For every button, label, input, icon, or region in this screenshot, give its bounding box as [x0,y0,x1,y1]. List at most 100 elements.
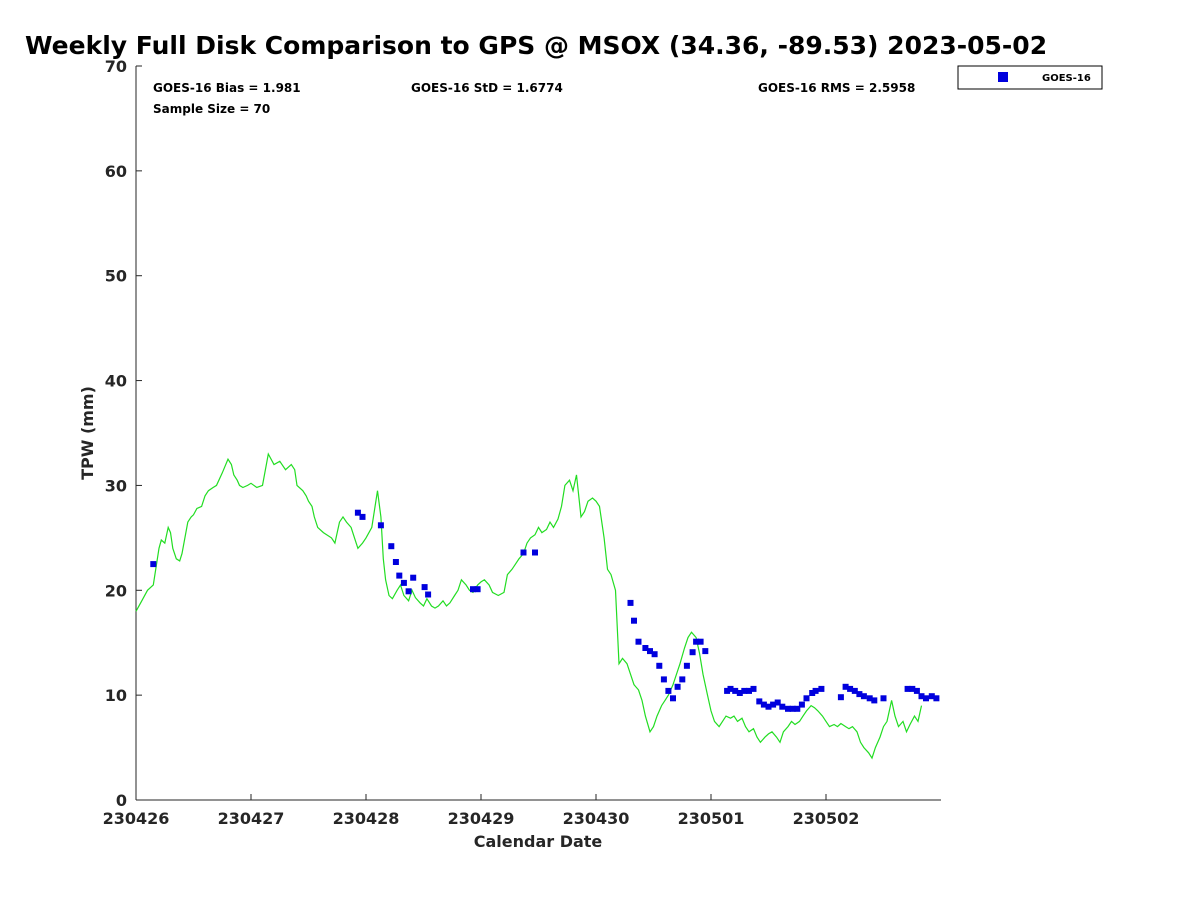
y-axis-ticks: 0 10 20 30 40 50 60 70 [105,57,142,810]
goes-data-point [396,572,403,579]
goes-data-point [798,701,805,708]
goes-data-point [928,693,935,700]
y-tick-label: 50 [105,267,127,286]
goes-data-point [785,705,791,712]
y-tick-label: 30 [105,476,127,495]
y-tick-label: 20 [105,581,127,600]
x-axis-ticks: 230426 230427 230428 230429 230430 230501 2305… [103,794,860,828]
goes-data-point [674,683,681,690]
plot-axes [135,66,941,801]
goes-data-point [724,687,731,694]
goes-data-point [679,676,686,683]
goes-data-point [651,651,658,658]
x-tick-label: 230430 [563,809,630,828]
goes-data-point [933,695,940,702]
goes-data-point [856,691,863,698]
goes-data-point [860,693,867,700]
goes-data-point [732,687,739,694]
y-tick-label: 0 [116,791,127,810]
x-tick-label: 230426 [103,809,170,828]
goes-data-point [660,676,667,683]
goes-data-point [736,690,743,696]
x-tick-label: 230428 [333,809,400,828]
goes-data-point [818,685,825,692]
x-tick-label: 230429 [448,809,515,828]
goes-data-point [760,701,767,708]
goes-data-point [359,513,366,520]
goes-data-point [746,687,752,694]
goes-data-point [750,685,757,692]
goes-data-point [520,549,527,556]
goes-data-point [421,584,428,591]
legend-goes-label: GOES-16 [1042,73,1091,84]
goes-data-point [866,695,873,702]
goes-data-point [474,586,481,593]
goes-data-point [693,638,700,645]
goes-data-point [923,695,929,702]
std-stat: GOES-16 StD = 1.6774 [411,81,563,95]
goes-data-point [532,549,538,556]
goes-data-point [794,705,801,712]
goes-data-point [842,683,849,690]
goes-data-point [774,699,781,706]
goes-data-point [627,599,634,606]
goes-data-point [697,638,704,645]
goes-data-point [702,648,709,655]
goes-data-point [871,697,878,704]
x-axis-label: Calendar Date [474,832,603,851]
goes-data-point [642,645,649,651]
gps-tpw-line [135,452,923,760]
x-tick-label: 230427 [218,809,285,828]
goes-data-point [689,649,696,656]
y-tick-label: 10 [105,686,127,705]
goes-data-point [770,701,777,708]
y-tick-label: 60 [105,162,127,181]
goes-data-point [913,687,920,694]
legend-box [957,65,1103,90]
goes-data-point [847,685,854,692]
data-series [135,452,940,760]
goes-data-point [851,687,858,694]
goes-data-point [909,685,916,692]
legend-goes-marker [998,72,1008,82]
goes-data-point [470,586,476,593]
goes-data-point [405,588,412,595]
goes-data-point [388,543,395,550]
goes-data-point [803,695,810,702]
goes-data-point [727,685,734,692]
goes-data-point [647,648,653,655]
goes-data-point [410,574,417,581]
goes-data-point [683,662,690,669]
goes-data-point [377,522,384,529]
goes-data-point [880,695,887,702]
goes-data-point [392,559,399,565]
goes-data-point [150,561,157,568]
legend: GOES-16 [957,65,1103,90]
goes-data-point [756,698,763,705]
goes-data-point [354,509,361,516]
goes-data-point [665,687,672,694]
bias-stat: GOES-16 Bias = 1.981 [153,81,301,95]
goes-data-point [670,695,676,702]
goes-data-point [812,687,819,694]
x-tick-label: 230501 [678,809,745,828]
goes-data-point [635,638,642,645]
goes-data-point [765,703,772,710]
goes-data-point [837,694,844,701]
goes-data-point [904,685,911,692]
goes-data-point [789,705,796,712]
rms-stat: GOES-16 RMS = 2.5958 [758,81,915,95]
sample-size-stat: Sample Size = 70 [153,102,270,116]
y-tick-label: 40 [105,372,127,391]
goes-data-point [779,703,786,710]
x-tick-label: 230502 [793,809,860,828]
goes-data-point [400,579,407,586]
y-tick-label: 70 [105,57,127,76]
goes-data-point [741,687,748,694]
y-axis-label: TPW (mm) [78,386,97,480]
goes-data-point [656,662,663,669]
chart-title: Weekly Full Disk Comparison to GPS @ MSO… [25,31,1047,60]
goes-data-point [809,690,816,696]
goes-data-point [425,591,432,598]
